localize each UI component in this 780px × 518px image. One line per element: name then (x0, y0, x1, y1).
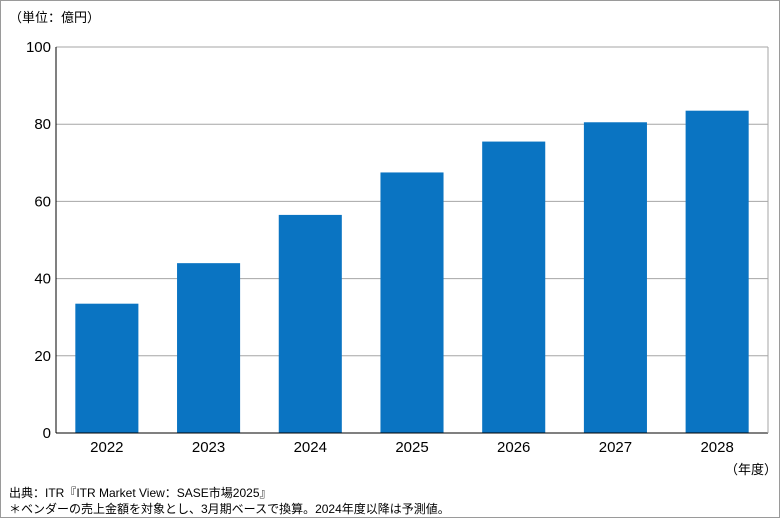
bar-2026 (482, 141, 546, 433)
y-tick-label: 20 (34, 348, 51, 365)
bar-2024 (278, 214, 342, 433)
source-text: 出典：ITR『ITR Market View：SASE市場2025』 (9, 486, 272, 500)
x-tick-label: 2024 (294, 439, 327, 456)
x-tick-labels: 2022 2023 2024 2025 2026 2027 2028 (90, 439, 734, 456)
y-tick-label: 100 (26, 39, 51, 56)
x-tick-label: 2022 (90, 439, 123, 456)
x-tick-label: 2023 (192, 439, 225, 456)
y-unit-label: （単位：億円） (9, 10, 101, 25)
axes (55, 47, 769, 434)
bar-2023 (177, 263, 241, 433)
x-tick-label: 2026 (497, 439, 530, 456)
x-tick-label: 2027 (599, 439, 632, 456)
y-tick-label: 60 (34, 193, 51, 210)
y-tick-label: 80 (34, 116, 51, 133)
x-tick-label: 2025 (395, 439, 428, 456)
bar-2022 (75, 303, 139, 433)
y-tick-label: 40 (34, 271, 51, 288)
bar-2028 (685, 110, 749, 433)
x-unit-label: （年度） (725, 462, 778, 477)
note-text: ＊ベンダーの売上金額を対象とし、3月期ベースで換算。2024年度以降は予測値。 (9, 502, 450, 516)
y-tick-label: 0 (43, 425, 51, 442)
bars (75, 110, 749, 434)
bar-2027 (583, 122, 647, 434)
y-tick-labels: 0 20 40 60 80 100 (26, 39, 51, 442)
x-tick-label: 2028 (700, 439, 733, 456)
bar-2025 (380, 172, 444, 433)
